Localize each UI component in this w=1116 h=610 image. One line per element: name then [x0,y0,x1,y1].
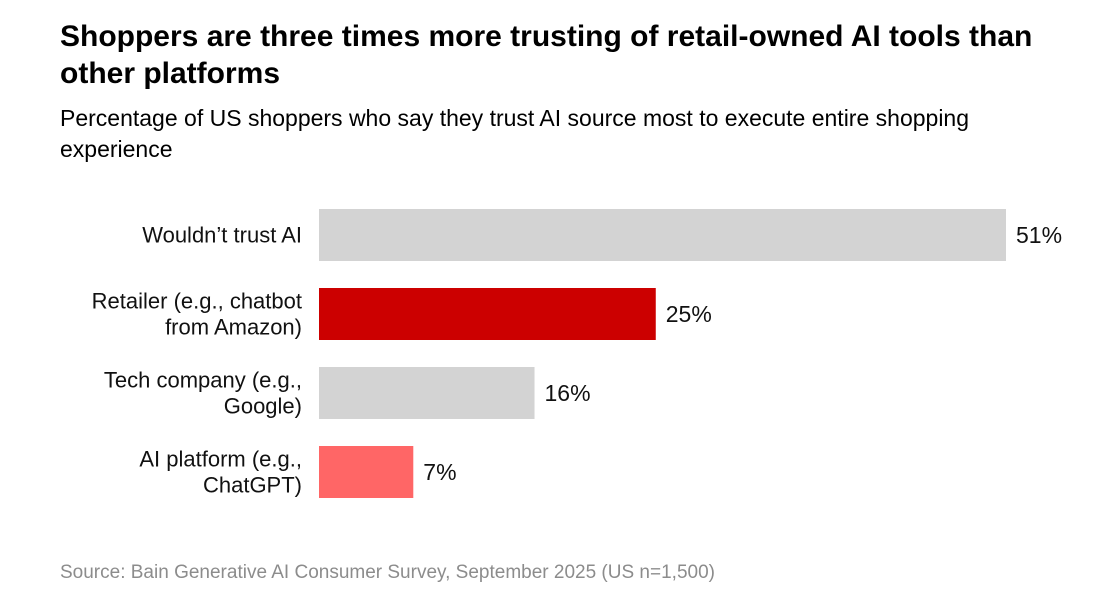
category-label-line: Retailer (e.g., chatbot [92,289,302,314]
value-label-1: 25% [666,301,712,327]
value-label-2: 16% [545,380,591,406]
chart-title: Shoppers are three times more trusting o… [60,20,1033,90]
category-label-1: Retailer (e.g., chatbot from Amazon) [92,289,302,340]
value-label-3: 7% [423,459,456,485]
category-label-line: Wouldn’t trust AI [142,223,302,248]
bar-0 [319,209,1006,261]
category-label-line: AI platform (e.g., [139,447,302,472]
chart-subtitle: Percentage of US shoppers who say they t… [60,105,970,162]
source-note: Source: Bain Generative AI Consumer Surv… [60,562,715,583]
bar-3 [319,446,414,498]
category-label-line: Google) [224,394,302,419]
category-label-2: Tech company (e.g., Google) [104,368,302,419]
category-label-line: ChatGPT) [203,473,302,498]
category-label-line: Tech company (e.g., [104,368,302,393]
bar-2 [319,367,535,419]
bar-1 [319,288,656,340]
value-label-0: 51% [1016,222,1062,248]
category-label-line: from Amazon) [165,315,302,340]
bar-chart: 51% Wouldn’t trust AI 25% Retailer (e.g., c… [92,209,1062,498]
category-label-0: Wouldn’t trust AI [142,223,302,248]
category-label-3: AI platform (e.g., ChatGPT) [139,447,302,498]
